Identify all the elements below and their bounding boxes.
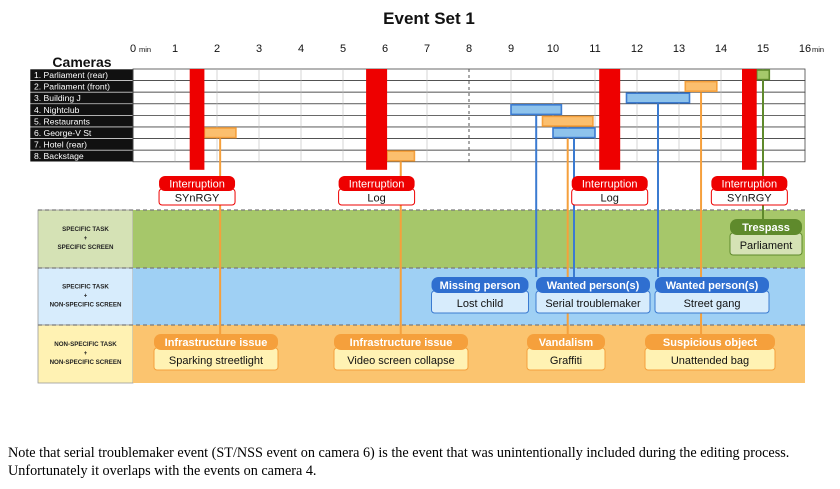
event-category-pill	[536, 277, 650, 293]
event-category: Infrastructure issue	[350, 337, 453, 349]
event-name: Parliament	[740, 240, 793, 252]
band-label-text: SPECIFIC TASK	[62, 284, 109, 291]
camera-label: 8. Backstage	[34, 151, 84, 161]
band-label-text: SPECIFIC TASK	[62, 226, 109, 233]
time-unit-label: min	[139, 45, 151, 54]
band-label-cell	[37, 209, 134, 269]
band-label-text: SPECIFIC SCREEN	[57, 244, 114, 251]
camera-label: 1. Parliament (rear)	[34, 70, 108, 80]
camera-label: 4. Nightclub	[34, 105, 80, 115]
event-category-pill	[655, 277, 769, 293]
event-bar	[625, 92, 691, 104]
interruption-pill	[571, 176, 648, 191]
event-bar	[510, 104, 563, 116]
interruption-source: Log	[367, 193, 385, 205]
footnote: Note that serial troublemaker event (ST/…	[8, 445, 790, 479]
band-label-text: +	[84, 294, 88, 300]
interruption-source: SYnRGY	[727, 193, 772, 205]
band-label-text: NON-SPECIFIC SCREEN	[50, 302, 122, 309]
event-name: Graffiti	[550, 355, 582, 367]
time-tick-label: 1	[172, 43, 178, 55]
time-tick-label: 10	[547, 43, 559, 55]
time-tick-label: 12	[631, 43, 643, 55]
interruption-pill	[711, 176, 788, 191]
camera-label: 7. Hotel (rear)	[34, 140, 87, 150]
time-tick-label: 11	[589, 43, 600, 55]
event-category: Trespass	[742, 222, 790, 234]
camera-label: 6. George-V St	[34, 128, 92, 138]
cameras-header: Cameras	[52, 54, 111, 70]
interruption-source: Log	[601, 193, 619, 205]
interruption-bar	[599, 69, 621, 170]
event-category-pill	[334, 334, 468, 350]
event-category: Vandalism	[539, 337, 594, 349]
event-name: Unattended bag	[671, 355, 749, 367]
event-category-pill	[154, 334, 278, 350]
time-tick-label: 16	[799, 43, 811, 55]
interruptions: Interruption SYnRGY Interruption Log Interru…	[158, 69, 788, 206]
event-category: Wanted person(s)	[666, 280, 759, 292]
band-label-text: +	[84, 236, 88, 242]
band-label-text: +	[84, 351, 88, 357]
event-name: Street gang	[684, 298, 741, 310]
event-name: Sparking streetlight	[169, 355, 263, 367]
time-tick-label: 2	[214, 43, 220, 55]
time-tick-label: 13	[673, 43, 685, 55]
time-tick-label: 7	[424, 43, 430, 55]
interruption-label: Interruption	[582, 179, 638, 191]
event-name: Video screen collapse	[347, 355, 454, 367]
camera-label: 3. Building J	[34, 93, 81, 103]
interruption-pill	[159, 176, 236, 191]
event-category-pill	[645, 334, 775, 350]
event-category: Suspicious object	[663, 337, 757, 349]
event-name: Serial troublemaker	[545, 298, 641, 310]
event-category: Infrastructure issue	[165, 337, 268, 349]
interruption-bar	[189, 69, 205, 170]
time-tick-label: 0	[130, 43, 136, 55]
time-tick-label: 5	[340, 43, 346, 55]
event-category: Missing person	[440, 280, 521, 292]
camera-label: 2. Parliament (front)	[34, 82, 110, 92]
time-tick-label: 15	[757, 43, 769, 55]
event-category-pill	[431, 277, 529, 293]
interruption-bar	[366, 69, 388, 170]
event-bar	[203, 127, 237, 139]
event-category-pill	[527, 334, 605, 350]
event-bar	[755, 69, 771, 81]
interruption-label: Interruption	[722, 179, 778, 191]
event-bar	[386, 150, 416, 162]
event-labels: Trespass Parliament Suspicious object Unatt…	[153, 219, 803, 371]
band-label-cell	[37, 324, 134, 384]
event-name: Lost child	[457, 298, 503, 310]
band-label-text: NON-SPECIFIC SCREEN	[50, 359, 122, 366]
diagram-title: Event Set 1	[383, 9, 475, 28]
time-tick-label: 14	[715, 43, 727, 55]
interruption-bar	[742, 69, 757, 170]
event-bars	[203, 69, 771, 162]
interruption-pill	[338, 176, 415, 191]
band-label-text: NON-SPECIFIC TASK	[54, 341, 117, 348]
camera-grid: 1. Parliament (rear) 2. Parliament (front…	[29, 68, 806, 163]
event-bar	[541, 115, 594, 127]
time-tick-label: 4	[298, 43, 304, 55]
time-tick-label: 8	[466, 43, 472, 55]
event-category: Wanted person(s)	[547, 280, 640, 292]
event-timeline-diagram: Event Set 1 Cameras 0 1 2 3 4 5 6 7 8 9 10 11 12 13 14…	[29, 9, 824, 384]
camera-label: 5. Restaurants	[34, 116, 90, 126]
event-bar	[684, 80, 718, 92]
band-area	[133, 210, 805, 268]
interruption-source: SYnRGY	[175, 193, 220, 205]
time-unit-label: min	[812, 45, 824, 54]
time-tick-label: 3	[256, 43, 262, 55]
time-tick-label: 6	[382, 43, 388, 55]
event-category-pill	[730, 219, 802, 235]
event-bar	[552, 127, 596, 139]
interruption-label: Interruption	[169, 179, 225, 191]
time-tick-label: 9	[508, 43, 514, 55]
interruption-label: Interruption	[349, 179, 405, 191]
